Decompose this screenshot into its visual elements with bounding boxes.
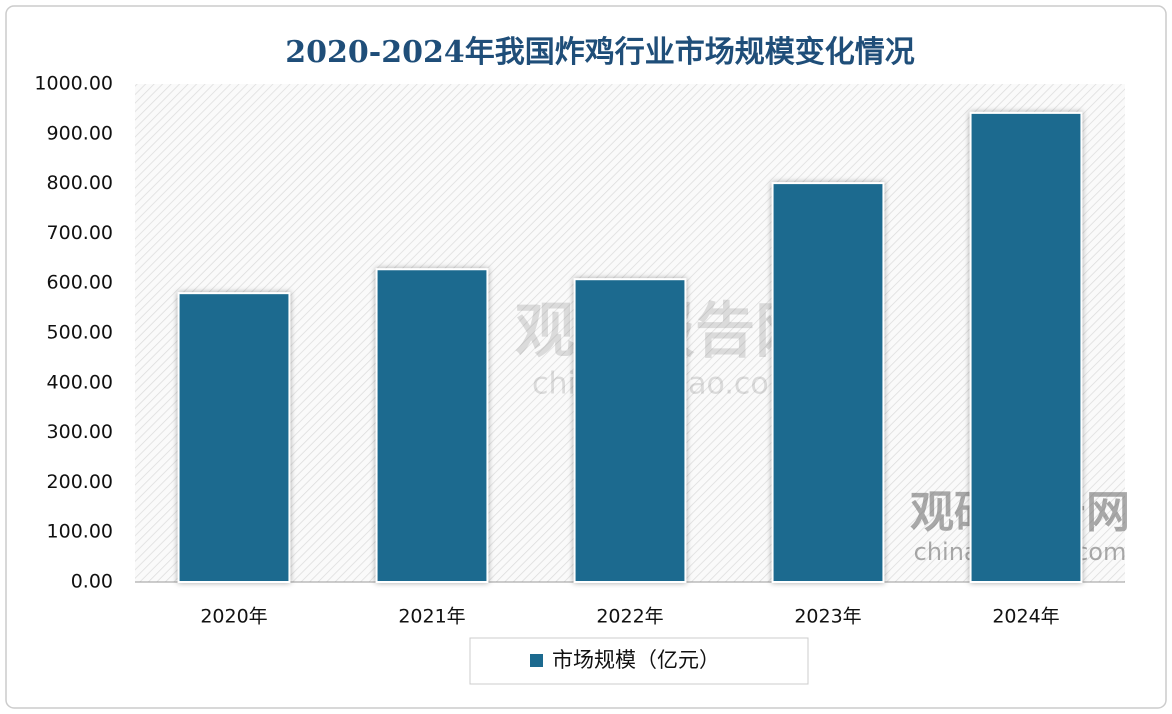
bar bbox=[177, 292, 291, 583]
x-tick-label: 2022年 bbox=[596, 606, 663, 628]
legend-swatch bbox=[530, 654, 543, 667]
chart-title: 2020-2024年我国炸鸡行业市场规模变化情况 bbox=[285, 35, 914, 70]
y-tick-label: 500.00 bbox=[47, 322, 113, 344]
bar bbox=[969, 111, 1083, 583]
x-tick-label: 2020年 bbox=[200, 606, 267, 628]
bar bbox=[771, 182, 885, 584]
y-tick-label: 900.00 bbox=[47, 122, 113, 144]
y-tick-label: 400.00 bbox=[47, 371, 113, 393]
x-tick-label: 2021年 bbox=[398, 606, 465, 628]
y-tick-label: 1000.00 bbox=[34, 73, 113, 95]
y-tick-label: 300.00 bbox=[47, 421, 113, 443]
y-tick-label: 100.00 bbox=[47, 521, 113, 543]
y-tick-label: 0.00 bbox=[71, 571, 113, 593]
x-tick-label: 2024年 bbox=[992, 606, 1059, 628]
y-tick-label: 200.00 bbox=[47, 471, 113, 493]
legend-label: 市场规模（亿元） bbox=[552, 648, 720, 672]
bar bbox=[375, 268, 489, 583]
y-tick-label: 700.00 bbox=[47, 222, 113, 244]
bar bbox=[573, 278, 687, 583]
x-tick-label: 2023年 bbox=[794, 606, 861, 628]
y-tick-label: 800.00 bbox=[47, 172, 113, 194]
y-tick-label: 600.00 bbox=[47, 272, 113, 294]
legend-box bbox=[469, 637, 809, 685]
